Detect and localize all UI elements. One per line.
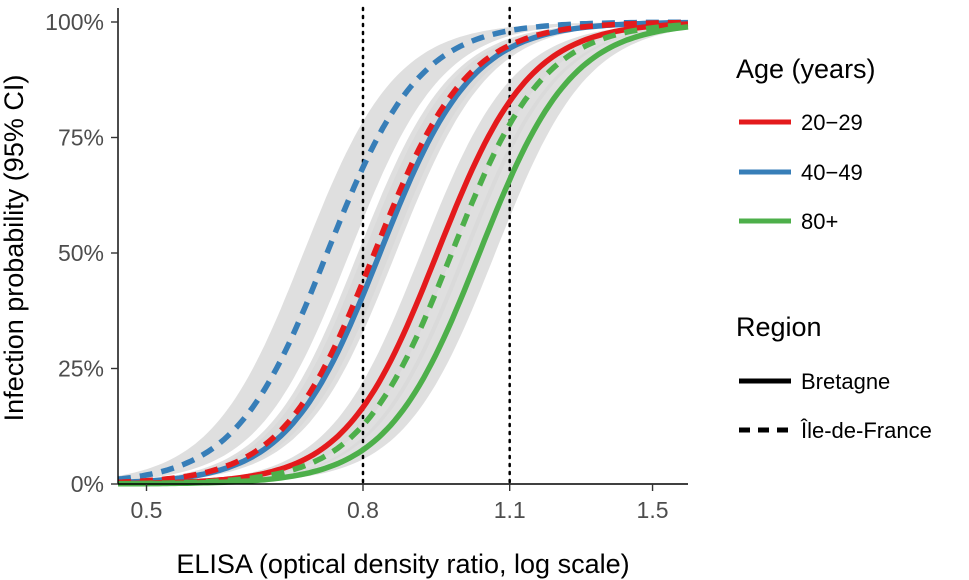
legend-age-title: Age (years) <box>736 54 876 84</box>
legend-age-label-1: 40−49 <box>801 160 863 185</box>
probability-curves <box>117 19 689 487</box>
x-axis-title: ELISA (optical density ratio, log scale) <box>176 549 629 579</box>
y-axis-ticks: 0% 25% 50% 75% 100% <box>45 9 118 497</box>
y-tick-label-3: 75% <box>58 125 104 151</box>
ci-band-5 <box>118 25 688 484</box>
y-tick-label-1: 25% <box>58 356 104 382</box>
legend-age-label-0: 20−29 <box>801 110 863 135</box>
legend-region-title: Region <box>736 312 822 342</box>
curve-5 <box>118 24 689 487</box>
legend-age-label-2: 80+ <box>801 209 838 234</box>
y-axis-title: Infection probability (95% CI) <box>0 75 29 422</box>
y-tick-label-0: 0% <box>71 471 104 497</box>
x-tick-label-1: 0.8 <box>347 497 379 523</box>
x-tick-label-3: 1.5 <box>637 497 669 523</box>
x-tick-label-2: 1.1 <box>494 497 526 523</box>
x-axis-ticks: 0.5 0.8 1.1 1.5 <box>131 484 669 523</box>
legend-region-label-0: Bretagne <box>801 369 890 394</box>
ci-band-0 <box>118 22 688 481</box>
curve-2 <box>117 19 689 485</box>
legend-region-label-1: Île-de-France <box>800 418 932 443</box>
reference-lines <box>361 6 511 486</box>
legend: Age (years) 20−29 40−49 80+ Region Breta… <box>736 54 932 443</box>
x-tick-label-0: 0.5 <box>131 497 163 523</box>
y-tick-label-4: 100% <box>45 9 104 35</box>
confidence-bands <box>118 22 688 484</box>
y-tick-label-2: 50% <box>58 240 104 266</box>
